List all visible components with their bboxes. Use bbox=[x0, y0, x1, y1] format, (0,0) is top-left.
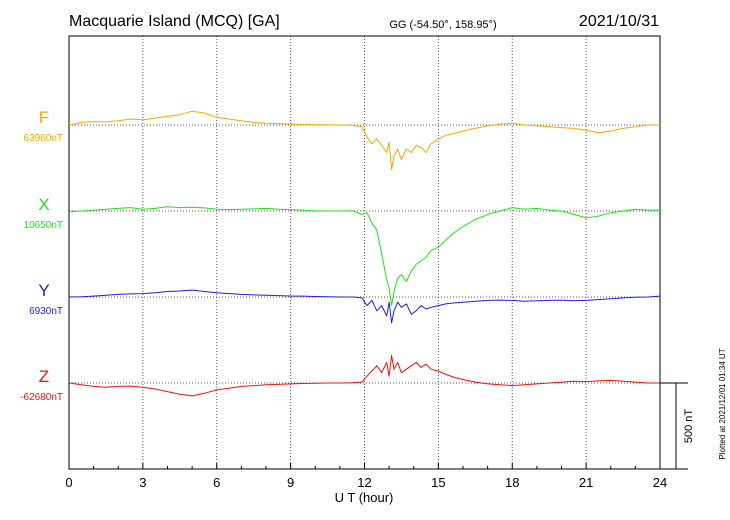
series-name-f: F bbox=[39, 108, 49, 127]
scale-bar-label: 500 nT bbox=[683, 409, 695, 444]
x-tick-label: 21 bbox=[579, 475, 593, 490]
series-line-z bbox=[68, 355, 660, 397]
series-name-y: Y bbox=[38, 281, 49, 300]
x-tick-label: 18 bbox=[505, 475, 519, 490]
series-name-z: Z bbox=[39, 367, 49, 386]
x-tick-label: 0 bbox=[65, 475, 72, 490]
grid-lines bbox=[69, 36, 660, 469]
series-baseline-x: 10650nT bbox=[24, 220, 63, 231]
date-label: 2021/10/31 bbox=[579, 13, 659, 30]
series-baseline-y: 6930nT bbox=[29, 306, 63, 317]
x-tick-label: 24 bbox=[653, 475, 667, 490]
series-layer bbox=[68, 110, 661, 397]
x-tick-label: 12 bbox=[357, 475, 371, 490]
x-tick-label: 9 bbox=[287, 475, 294, 490]
series-line-f bbox=[68, 110, 660, 171]
series-name-x: X bbox=[38, 195, 49, 214]
x-axis-label: U T (hour) bbox=[335, 490, 394, 505]
x-tick-label: 6 bbox=[213, 475, 220, 490]
geographic-coords: GG (-54.50°, 158.95°) bbox=[389, 19, 496, 31]
scale-bar: 500 nT bbox=[660, 382, 695, 470]
x-tick-label: 15 bbox=[431, 475, 445, 490]
series-baseline-z: -62680nT bbox=[20, 392, 63, 403]
series-line-y bbox=[68, 289, 661, 324]
series-labels: F 63960nT X 10650nT Y 6930nT Z -62680nT bbox=[20, 108, 63, 403]
series-line-x bbox=[68, 206, 660, 307]
series-baseline-f: 63960nT bbox=[24, 133, 63, 144]
station-title: Macquarie Island (MCQ) [GA] bbox=[69, 13, 280, 30]
x-tick-label: 3 bbox=[139, 475, 146, 490]
plotted-timestamp: Plotted at 2021/12/01 01:34 UT bbox=[718, 348, 727, 459]
x-axis: 0 3 6 9 12 15 18 21 24 bbox=[65, 463, 667, 490]
